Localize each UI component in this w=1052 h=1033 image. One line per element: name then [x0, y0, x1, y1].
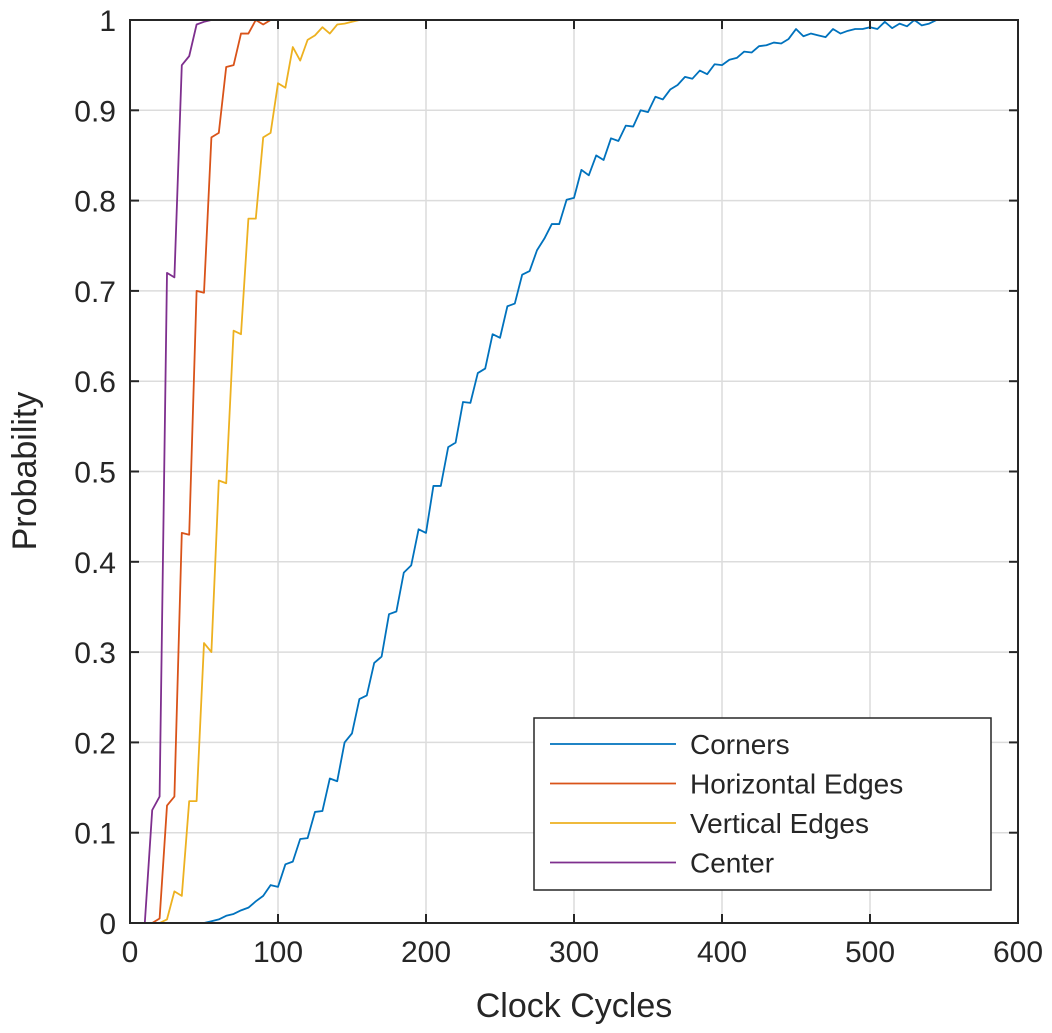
x-tick-label: 500: [845, 936, 895, 969]
y-tick-label: 0.5: [74, 457, 116, 490]
y-tick-label: 1: [99, 5, 116, 38]
y-tick-label: 0: [99, 908, 116, 941]
legend-label-vertical-edges: Vertical Edges: [690, 808, 869, 839]
y-tick-label: 0.9: [74, 95, 116, 128]
y-tick-label: 0.3: [74, 637, 116, 670]
y-tick-label: 0.8: [74, 186, 116, 219]
series-line-vertical-edges: [130, 19, 944, 924]
series-line-center: [130, 19, 944, 924]
legend-label-horizontal-edges: Horizontal Edges: [690, 769, 903, 800]
legend: Corners Horizontal Edges Vertical Edges Cen…: [533, 717, 992, 891]
x-tick-label: 100: [253, 936, 303, 969]
x-tick-label: 0: [122, 936, 139, 969]
y-tick-label: 0.2: [74, 727, 116, 760]
legend-box: [533, 717, 992, 891]
grid-lines: [130, 20, 1018, 923]
y-tick-label: 0.7: [74, 276, 116, 309]
y-tick-label: 0.6: [74, 366, 116, 399]
legend-label-corners: Corners: [690, 729, 790, 760]
y-tick-label: 0.1: [74, 818, 116, 851]
x-tick-label: 400: [697, 936, 747, 969]
legend-label-center: Center: [690, 848, 774, 879]
y-tick-label: 0.4: [74, 547, 116, 580]
x-tick-label: 200: [401, 936, 451, 969]
series-line-corners: [130, 19, 944, 924]
x-tick-label: 600: [993, 936, 1043, 969]
x-tick-label: 300: [549, 936, 599, 969]
y-axis-title: Probability: [6, 392, 44, 551]
axis-ticks: 0 100 200 300 400 500 600 0 0.1 0.2 0.3 0.4 0.5 0.6 0.…: [74, 5, 1043, 969]
x-axis-title: Clock Cycles: [476, 987, 672, 1025]
